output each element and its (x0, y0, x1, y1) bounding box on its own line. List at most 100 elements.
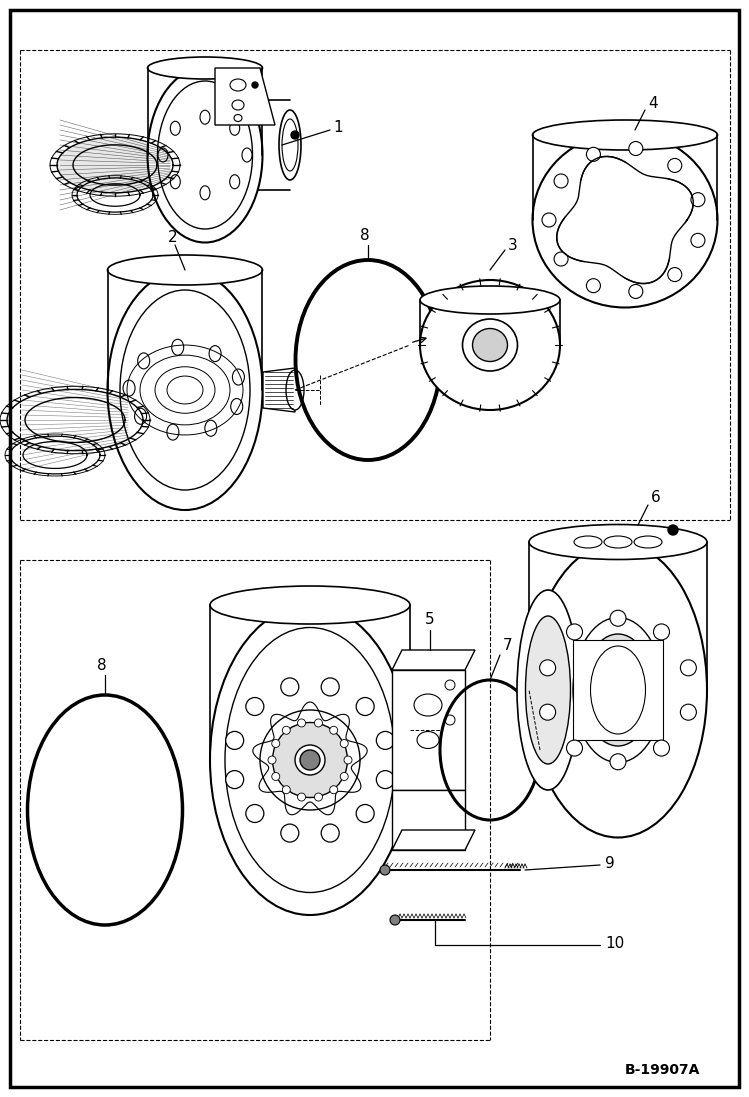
Text: 8: 8 (97, 657, 106, 672)
Circle shape (610, 754, 626, 770)
Text: 1: 1 (333, 120, 342, 135)
Ellipse shape (172, 339, 184, 355)
Polygon shape (263, 367, 295, 412)
Ellipse shape (574, 536, 602, 548)
Text: 10: 10 (605, 936, 624, 950)
Circle shape (272, 772, 280, 780)
Ellipse shape (286, 370, 304, 410)
Ellipse shape (148, 68, 262, 242)
Ellipse shape (138, 353, 150, 369)
Ellipse shape (230, 122, 240, 135)
Circle shape (246, 804, 264, 823)
Ellipse shape (222, 100, 274, 190)
Ellipse shape (533, 120, 718, 150)
Circle shape (297, 719, 306, 727)
Ellipse shape (135, 408, 147, 425)
Ellipse shape (533, 133, 718, 307)
Ellipse shape (200, 110, 210, 124)
Circle shape (691, 193, 705, 206)
Ellipse shape (234, 114, 242, 122)
Ellipse shape (230, 174, 240, 189)
Circle shape (268, 756, 276, 764)
Ellipse shape (590, 646, 646, 734)
Circle shape (357, 804, 374, 823)
Circle shape (252, 82, 258, 88)
Ellipse shape (420, 280, 560, 410)
Ellipse shape (57, 138, 173, 192)
Ellipse shape (231, 398, 243, 415)
Circle shape (691, 234, 705, 247)
Circle shape (246, 698, 264, 715)
Circle shape (272, 739, 280, 747)
Circle shape (668, 158, 682, 172)
Ellipse shape (232, 100, 244, 110)
Ellipse shape (210, 586, 410, 624)
Ellipse shape (123, 381, 135, 396)
Text: B-19907A: B-19907A (625, 1063, 700, 1077)
Ellipse shape (420, 286, 560, 314)
Circle shape (390, 915, 400, 925)
Ellipse shape (158, 148, 168, 162)
Ellipse shape (526, 617, 571, 764)
Circle shape (680, 704, 697, 721)
Ellipse shape (120, 290, 250, 490)
Polygon shape (392, 830, 475, 850)
Polygon shape (215, 68, 275, 125)
Ellipse shape (604, 536, 632, 548)
Circle shape (281, 678, 299, 695)
Ellipse shape (230, 79, 246, 91)
Ellipse shape (529, 543, 707, 837)
Ellipse shape (108, 255, 262, 285)
Ellipse shape (205, 420, 217, 437)
Ellipse shape (170, 174, 181, 189)
Circle shape (653, 740, 670, 756)
Ellipse shape (233, 117, 263, 172)
Text: 3: 3 (508, 237, 518, 252)
Circle shape (653, 624, 670, 640)
Text: 9: 9 (605, 856, 615, 871)
Polygon shape (248, 100, 290, 190)
Ellipse shape (232, 369, 244, 385)
Circle shape (330, 726, 338, 734)
Text: 4: 4 (648, 95, 658, 111)
Circle shape (376, 770, 394, 789)
Circle shape (344, 756, 352, 764)
Circle shape (282, 726, 291, 734)
Circle shape (340, 772, 348, 780)
Circle shape (340, 739, 348, 747)
Circle shape (445, 715, 455, 725)
Ellipse shape (273, 723, 348, 798)
Polygon shape (392, 651, 475, 670)
Circle shape (282, 785, 291, 794)
Text: 5: 5 (425, 612, 434, 627)
Ellipse shape (634, 536, 662, 548)
Ellipse shape (414, 694, 442, 716)
Ellipse shape (225, 627, 395, 893)
Circle shape (321, 678, 339, 695)
Circle shape (586, 279, 601, 293)
Text: 7: 7 (503, 637, 512, 653)
Ellipse shape (260, 710, 360, 810)
Polygon shape (392, 670, 465, 790)
Circle shape (629, 142, 643, 156)
Ellipse shape (170, 122, 181, 135)
Text: 8: 8 (360, 227, 369, 242)
Circle shape (291, 131, 299, 139)
Ellipse shape (565, 162, 685, 278)
Ellipse shape (108, 270, 262, 510)
Circle shape (357, 698, 374, 715)
Ellipse shape (295, 745, 325, 774)
Ellipse shape (462, 319, 518, 371)
Circle shape (300, 750, 320, 770)
Ellipse shape (282, 118, 298, 171)
Circle shape (668, 268, 682, 282)
Circle shape (225, 770, 243, 789)
Circle shape (330, 785, 338, 794)
Circle shape (542, 213, 556, 227)
Ellipse shape (417, 732, 439, 748)
Ellipse shape (473, 328, 508, 362)
Circle shape (539, 659, 556, 676)
Ellipse shape (167, 425, 179, 440)
Circle shape (297, 793, 306, 801)
Ellipse shape (148, 57, 262, 79)
